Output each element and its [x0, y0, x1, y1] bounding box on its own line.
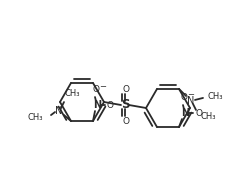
- Text: S: S: [121, 99, 129, 111]
- Text: N: N: [55, 106, 63, 116]
- Text: O: O: [195, 108, 202, 118]
- Text: O: O: [123, 84, 129, 93]
- Text: N: N: [93, 100, 101, 110]
- Text: O: O: [181, 92, 187, 102]
- Text: N: N: [187, 96, 195, 106]
- Text: CH₃: CH₃: [27, 113, 43, 122]
- Text: −: −: [100, 83, 107, 92]
- Text: O: O: [107, 101, 114, 110]
- Text: −: −: [187, 91, 194, 100]
- Text: N: N: [181, 108, 189, 118]
- Text: CH₃: CH₃: [64, 89, 80, 98]
- Text: O: O: [92, 85, 100, 94]
- Text: CH₃: CH₃: [207, 92, 223, 102]
- Text: O: O: [123, 117, 129, 126]
- Text: CH₃: CH₃: [200, 112, 216, 121]
